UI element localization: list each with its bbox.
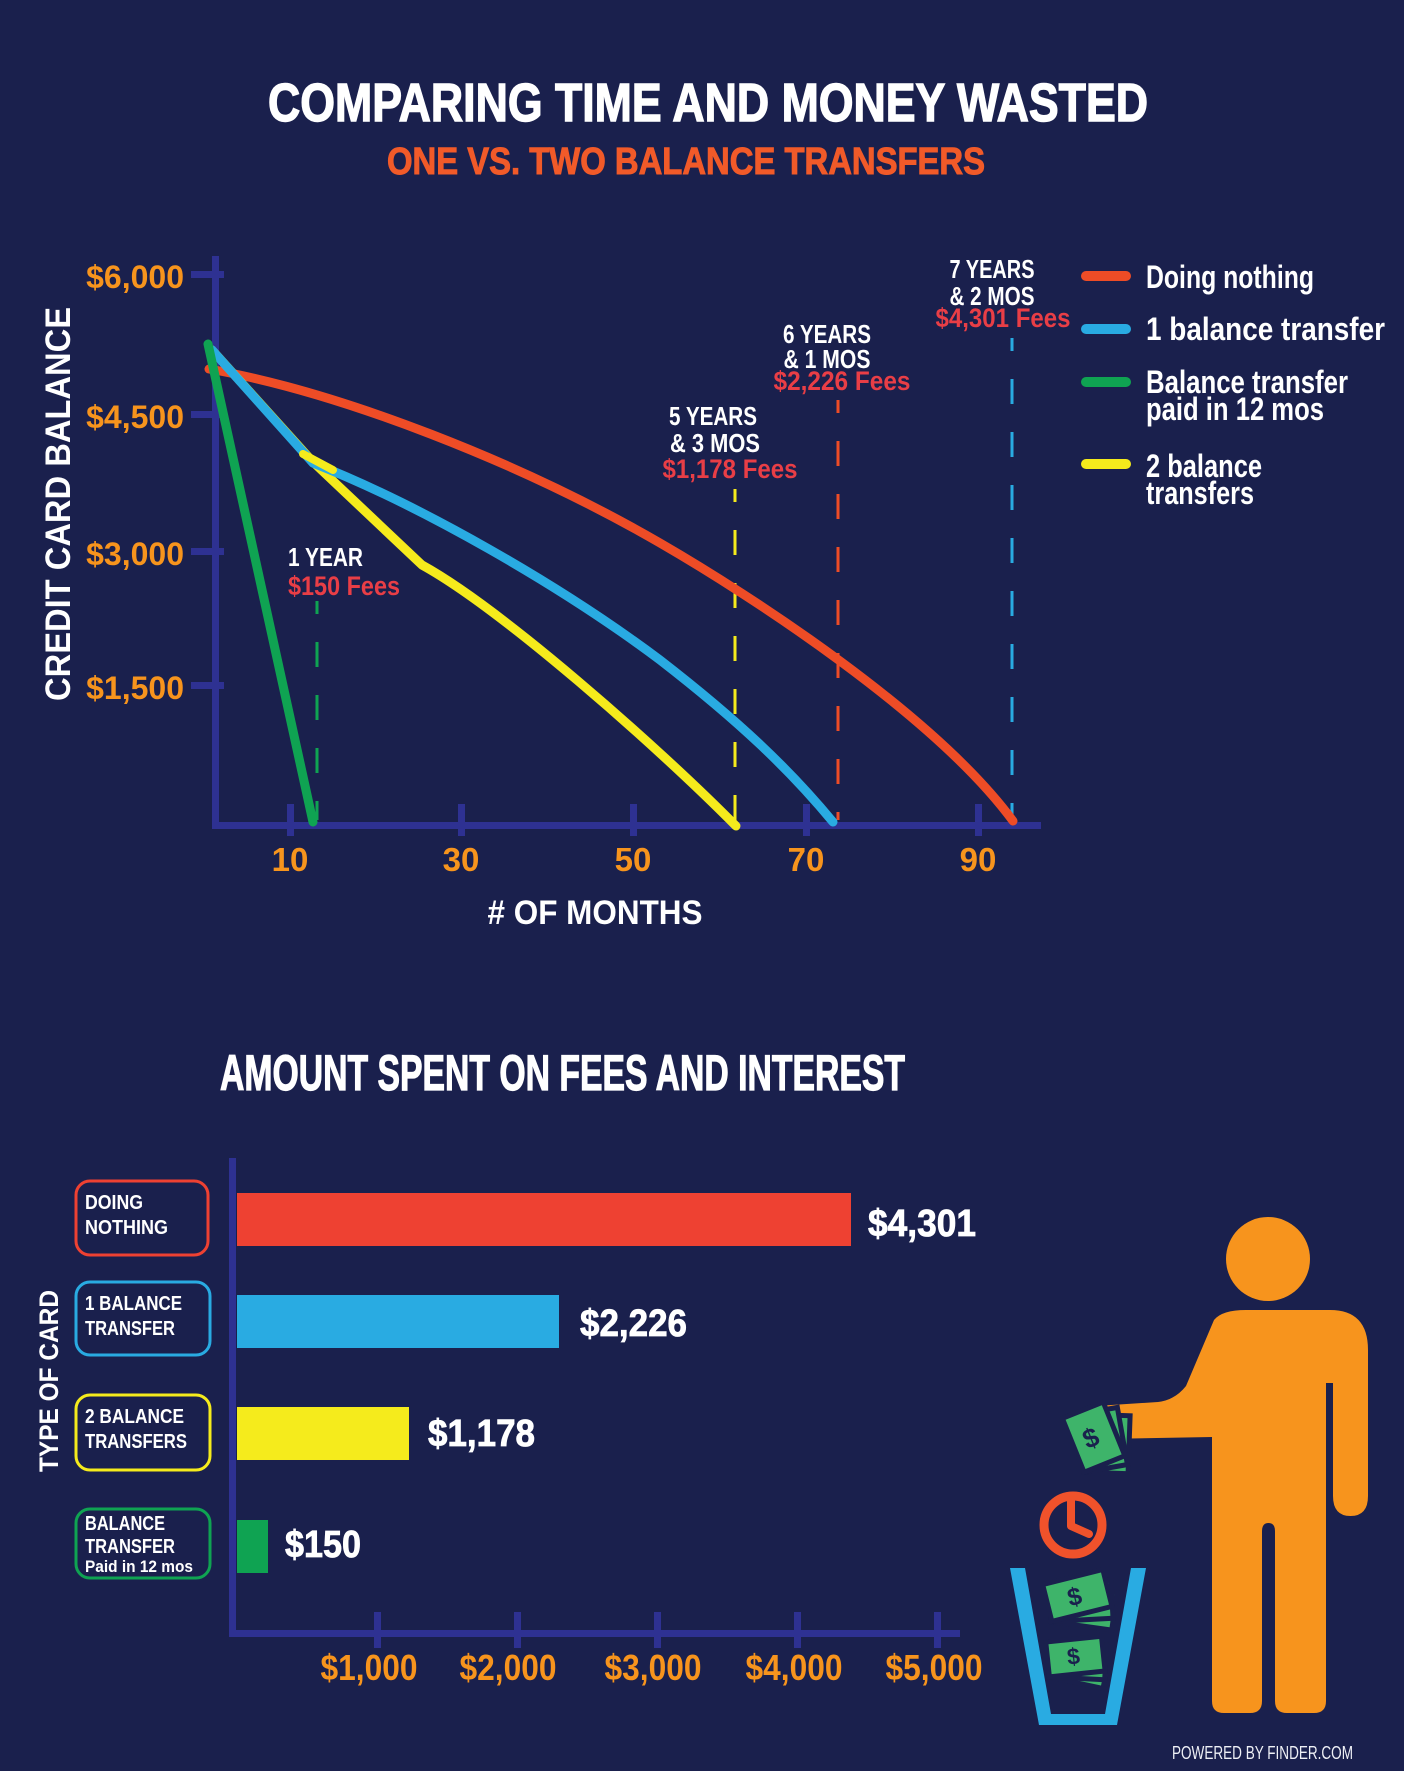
svg-text:$4,500: $4,500	[86, 399, 184, 435]
svg-text:7 YEARS: 7 YEARS	[950, 254, 1035, 284]
svg-text:$3,000: $3,000	[605, 1647, 702, 1688]
svg-text:$2,226: $2,226	[580, 1303, 687, 1345]
svg-text:$2,000: $2,000	[460, 1647, 557, 1688]
svg-text:transfers: transfers	[1146, 475, 1254, 511]
svg-text:30: 30	[443, 841, 480, 878]
svg-text:90: 90	[960, 841, 997, 878]
svg-text:1 balance transfer: 1 balance transfer	[1146, 311, 1385, 347]
svg-text:$6,000: $6,000	[86, 259, 184, 295]
svg-text:ONE VS. TWO BALANCE TRANSFERS: ONE VS. TWO BALANCE TRANSFERS	[387, 141, 985, 183]
svg-text:2 balance: 2 balance	[1146, 448, 1262, 484]
svg-text:& 1 MOS: & 1 MOS	[784, 344, 871, 374]
svg-text:Doing nothing: Doing nothing	[1146, 259, 1314, 295]
svg-text:$1,000: $1,000	[321, 1647, 418, 1688]
svg-text:1 YEAR: 1 YEAR	[288, 542, 363, 572]
svg-text:$3,000: $3,000	[86, 536, 184, 572]
svg-text:70: 70	[788, 841, 825, 878]
svg-text:2 BALANCE: 2 BALANCE	[85, 1406, 184, 1428]
svg-text:paid in 12 mos: paid in 12 mos	[1146, 391, 1324, 427]
svg-text:$4,301: $4,301	[868, 1203, 976, 1245]
svg-text:POWERED BY FINDER.COM: POWERED BY FINDER.COM	[1172, 1743, 1353, 1763]
svg-text:TRANSFERS: TRANSFERS	[85, 1431, 187, 1453]
svg-text:$4,301 Fees: $4,301 Fees	[936, 303, 1071, 333]
svg-text:6 YEARS: 6 YEARS	[783, 319, 871, 349]
svg-text:Balance transfer: Balance transfer	[1146, 364, 1348, 400]
svg-text:Paid in 12 mos: Paid in 12 mos	[85, 1557, 193, 1576]
svg-text:AMOUNT SPENT ON FEES AND INTER: AMOUNT SPENT ON FEES AND INTEREST	[220, 1045, 905, 1101]
svg-text:& 2 MOS: & 2 MOS	[950, 281, 1035, 311]
svg-text:10: 10	[272, 841, 309, 878]
svg-text:$: $	[1066, 1643, 1082, 1670]
svg-text:$150: $150	[285, 1524, 361, 1566]
svg-text:$2,226 Fees: $2,226 Fees	[774, 366, 911, 396]
svg-text:& 3 MOS: & 3 MOS	[670, 428, 760, 458]
svg-text:$150 Fees: $150 Fees	[288, 571, 400, 601]
svg-text:TRANSFER: TRANSFER	[85, 1536, 175, 1558]
svg-text:TRANSFER: TRANSFER	[85, 1318, 175, 1340]
svg-text:50: 50	[615, 841, 652, 878]
svg-text:$1,178: $1,178	[428, 1413, 535, 1455]
svg-text:CREDIT CARD BALANCE: CREDIT CARD BALANCE	[39, 307, 78, 701]
svg-text:$4,000: $4,000	[746, 1647, 843, 1688]
svg-text:COMPARING TIME AND MONEY WASTE: COMPARING TIME AND MONEY WASTED	[268, 73, 1148, 133]
svg-text:$1,500: $1,500	[86, 670, 184, 706]
svg-text:$1,178 Fees: $1,178 Fees	[663, 454, 798, 484]
svg-text:$: $	[1065, 1582, 1085, 1613]
svg-text:NOTHING: NOTHING	[85, 1217, 168, 1239]
svg-text:# OF MONTHS: # OF MONTHS	[488, 894, 703, 932]
svg-text:$5,000: $5,000	[886, 1647, 983, 1688]
svg-text:TYPE OF CARD: TYPE OF CARD	[34, 1290, 64, 1472]
svg-text:BALANCE: BALANCE	[85, 1513, 165, 1535]
svg-text:1 BALANCE: 1 BALANCE	[85, 1293, 182, 1315]
svg-text:DOING: DOING	[85, 1192, 143, 1214]
svg-text:5 YEARS: 5 YEARS	[669, 401, 757, 431]
